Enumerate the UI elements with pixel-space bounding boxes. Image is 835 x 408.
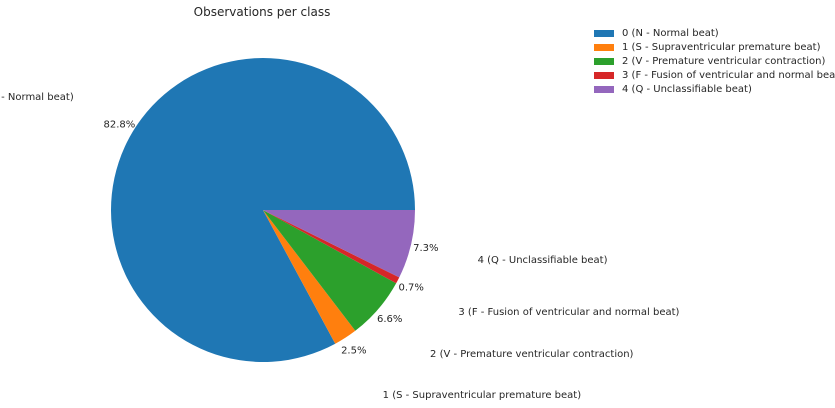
- pie-labels: 82.8% 0 (N - Normal beat) 2.5% 1 (S - Supra…: [0, 92, 680, 401]
- legend-swatch: [594, 85, 614, 93]
- legend-item: 4 (Q - Unclassifiable beat): [594, 82, 835, 96]
- legend-label: 4 (Q - Unclassifiable beat): [622, 83, 752, 95]
- pie-pct-label: 7.3%: [413, 243, 438, 254]
- pie-pct-label: 82.8%: [104, 119, 136, 130]
- pie-slice: [263, 210, 400, 284]
- pie-slice: [263, 210, 356, 344]
- legend-swatch: [594, 71, 614, 79]
- legend-label: 0 (N - Normal beat): [622, 27, 719, 39]
- legend-swatch: [594, 57, 614, 65]
- pie-category-label: 0 (N - Normal beat): [0, 92, 74, 103]
- pie-slices: [111, 57, 415, 362]
- legend-label: 3 (F - Fusion of ventricular and normal …: [622, 69, 835, 81]
- pie-pct-label: 2.5%: [341, 345, 366, 356]
- chart-title: Observations per class: [194, 5, 331, 19]
- legend-item: 2 (V - Premature ventricular contraction…: [594, 54, 835, 68]
- legend-swatch: [594, 29, 614, 37]
- legend-label: 2 (V - Premature ventricular contraction…: [622, 55, 826, 67]
- legend-item: 1 (S - Supraventricular premature beat): [594, 40, 835, 54]
- legend-item: 3 (F - Fusion of ventricular and normal …: [594, 68, 835, 82]
- legend-item: 0 (N - Normal beat): [594, 26, 835, 40]
- legend-label: 1 (S - Supraventricular premature beat): [622, 41, 821, 53]
- pie-category-label: 2 (V - Premature ventricular contraction…: [430, 349, 634, 360]
- pie-category-label: 4 (Q - Unclassifiable beat): [478, 255, 608, 266]
- pie-pct-label: 6.6%: [377, 314, 402, 325]
- pie-slice: [111, 57, 415, 362]
- pie-category-label: 3 (F - Fusion of ventricular and normal …: [458, 307, 679, 318]
- pie-category-label: 1 (S - Supraventricular premature beat): [383, 390, 582, 401]
- pie-slice: [263, 210, 415, 278]
- pie-slice: [263, 210, 397, 331]
- legend-swatch: [594, 43, 614, 51]
- pie-pct-label: 0.7%: [399, 282, 424, 293]
- legend: 0 (N - Normal beat) 1 (S - Supraventricu…: [594, 26, 835, 96]
